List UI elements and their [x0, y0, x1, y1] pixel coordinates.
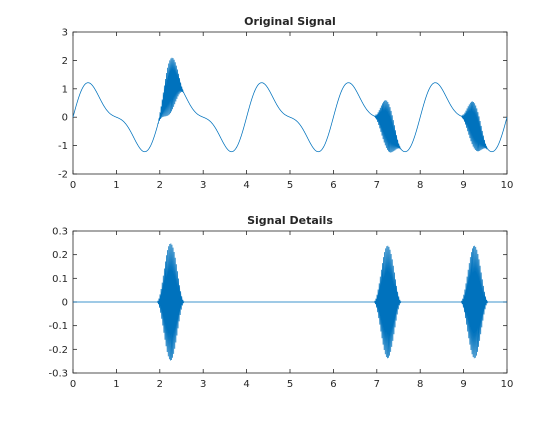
x-tick-label: 10 [501, 180, 514, 191]
y-tick-label: 0.3 [52, 227, 68, 238]
x-tick-label: 6 [330, 379, 336, 390]
x-tick-label: 7 [374, 379, 380, 390]
plot-area: 0 1 2 3 4 5 6 7 8 9 10 -0.3 -0.2 -0.1 0 0.1 0.2 0.3 [48, 227, 513, 391]
x-tick-label: 5 [287, 379, 293, 390]
chart-title: Signal Details [247, 214, 333, 227]
series-line [73, 243, 507, 361]
plot-area: 0 1 2 3 4 5 6 7 8 9 10 -2 -1 0 1 2 3 [58, 28, 513, 192]
x-tick-label: 2 [157, 379, 163, 390]
y-tick-label: 0.2 [52, 250, 68, 261]
y-tick-label: 1 [62, 84, 68, 95]
x-tick-label: 8 [417, 180, 423, 191]
y-tick-label: 0.1 [52, 274, 68, 285]
axes-frame [72, 31, 508, 175]
x-tick-label: 3 [200, 379, 206, 390]
x-tick-label: 10 [501, 379, 514, 390]
x-tick-label: 9 [460, 379, 466, 390]
x-tick-label: 4 [243, 379, 249, 390]
x-tick-label: 1 [113, 180, 119, 191]
y-tick-label: 0 [62, 113, 68, 124]
x-tick-label: 4 [243, 180, 249, 191]
x-tick-label: 1 [113, 379, 119, 390]
x-tick-label: 6 [330, 180, 336, 191]
y-tick-label: -0.3 [48, 369, 68, 380]
x-tick-label: 7 [374, 180, 380, 191]
x-tick-label: 0 [70, 379, 76, 390]
chart-original-signal: Original Signal 0 1 2 3 4 5 6 7 8 9 10 -2 -1 0 1 2 3 [58, 15, 513, 191]
series-line [72, 57, 508, 153]
y-tick-label: -2 [58, 170, 68, 181]
x-tick-label: 3 [200, 180, 206, 191]
chart-title: Original Signal [244, 15, 336, 28]
y-tick-label: -0.2 [48, 345, 68, 356]
y-tick-label: -1 [58, 141, 68, 152]
y-tick-label: -0.1 [48, 321, 68, 332]
x-tick-label: 5 [287, 180, 293, 191]
y-tick-label: 3 [62, 28, 68, 39]
x-tick-label: 8 [417, 379, 423, 390]
x-tick-label: 2 [157, 180, 163, 191]
x-tick-label: 0 [70, 180, 76, 191]
y-tick-label: 2 [62, 56, 68, 67]
y-tick-label: 0 [62, 298, 68, 309]
chart-signal-details: Signal Details 0 1 2 3 4 5 6 7 8 9 10-0.3-0.2-0.10… [48, 214, 513, 390]
x-tick-label: 9 [460, 180, 466, 191]
